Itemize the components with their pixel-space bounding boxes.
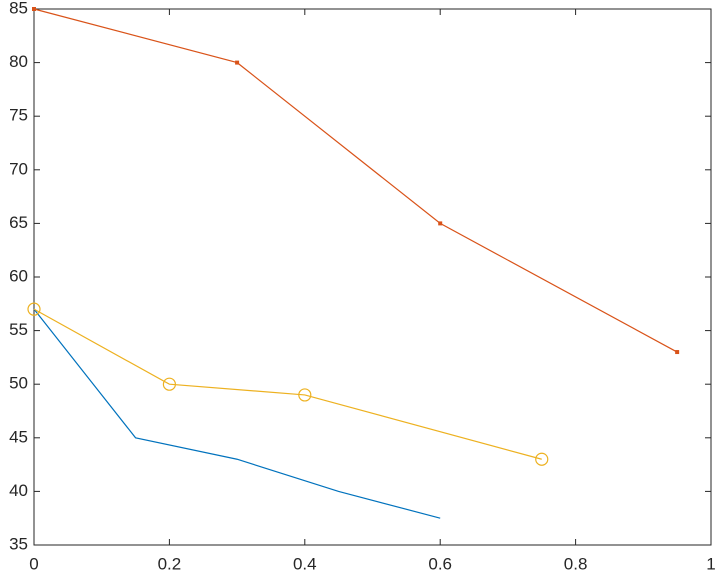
marker <box>162 377 176 391</box>
x-tick-label: 0.6 <box>428 554 452 573</box>
y-tick-label: 50 <box>9 374 28 393</box>
y-tick-label: 80 <box>9 52 28 71</box>
marker <box>27 302 41 316</box>
series-line <box>33 8 678 353</box>
y-tick-label: 75 <box>9 106 28 125</box>
marker <box>32 7 36 11</box>
y-tick-label: 35 <box>9 534 28 553</box>
y-tick-label: 60 <box>9 266 28 285</box>
y-tick-label: 85 <box>9 0 28 17</box>
marker <box>235 60 240 65</box>
y-tick-label: 40 <box>9 481 28 500</box>
marker <box>535 452 549 466</box>
marker <box>298 388 312 402</box>
marker <box>438 221 443 226</box>
marker <box>675 350 680 355</box>
x-tick-label: 0.4 <box>293 554 317 573</box>
y-tick-label: 55 <box>9 320 28 339</box>
x-tick-label: 0 <box>29 554 38 573</box>
plot-box <box>33 8 712 546</box>
x-tick-label: 0.2 <box>158 554 182 573</box>
x-tick-label: 1 <box>706 554 715 573</box>
x-tick-label: 0.8 <box>564 554 588 573</box>
series-line <box>33 308 441 519</box>
y-tick-label: 70 <box>9 159 28 178</box>
series-line <box>33 308 542 460</box>
y-tick-label: 45 <box>9 427 28 446</box>
y-tick-label: 65 <box>9 213 28 232</box>
